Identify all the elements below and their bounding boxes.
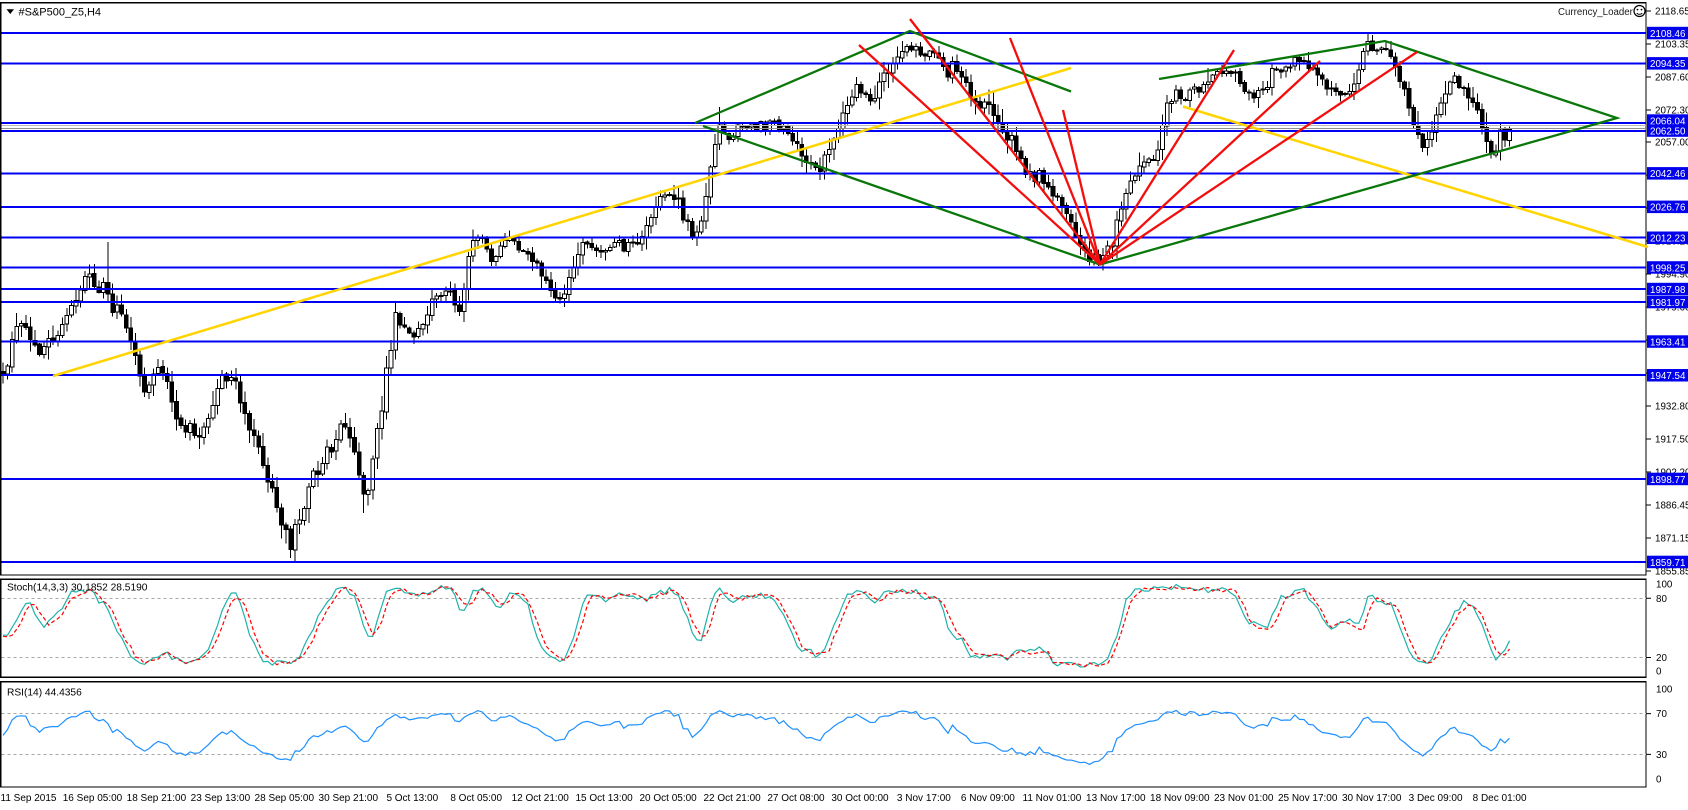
svg-text:20: 20 (1656, 653, 1667, 664)
svg-text:1981.97: 1981.97 (1650, 298, 1685, 309)
svg-text:1871.15: 1871.15 (1655, 534, 1688, 545)
svg-text:80: 80 (1656, 594, 1667, 605)
svg-text:5 Oct 13:00: 5 Oct 13:00 (386, 793, 438, 804)
svg-text:12 Oct 21:00: 12 Oct 21:00 (512, 793, 570, 804)
svg-text:0: 0 (1656, 667, 1662, 678)
svg-text:1898.77: 1898.77 (1650, 475, 1685, 486)
svg-text:1932.80: 1932.80 (1655, 402, 1688, 413)
svg-text:2108.46: 2108.46 (1650, 29, 1686, 40)
svg-text:6 Nov 09:00: 6 Nov 09:00 (961, 793, 1015, 804)
svg-text:2094.35: 2094.35 (1650, 59, 1686, 70)
svg-text:30 Sep 21:00: 30 Sep 21:00 (319, 793, 379, 804)
svg-text:2062.50: 2062.50 (1650, 126, 1686, 137)
svg-text:1963.41: 1963.41 (1650, 337, 1685, 348)
svg-text:3 Dec 09:00: 3 Dec 09:00 (1409, 793, 1463, 804)
svg-text:2026.76: 2026.76 (1650, 203, 1686, 214)
svg-text:2066.04: 2066.04 (1650, 116, 1686, 127)
svg-text:13 Nov 17:00: 13 Nov 17:00 (1086, 793, 1146, 804)
svg-text:2103.35: 2103.35 (1655, 40, 1688, 51)
svg-text:2057.00: 2057.00 (1655, 138, 1688, 149)
svg-text:8 Oct 05:00: 8 Oct 05:00 (450, 793, 502, 804)
svg-text:0: 0 (1656, 775, 1662, 786)
svg-text:23 Nov 01:00: 23 Nov 01:00 (1214, 793, 1274, 804)
svg-text:70: 70 (1656, 709, 1667, 720)
svg-text:27 Oct 08:00: 27 Oct 08:00 (767, 793, 825, 804)
svg-text:1886.45: 1886.45 (1655, 501, 1688, 512)
svg-text:30: 30 (1656, 750, 1667, 761)
svg-text:Currency_Loader: Currency_Loader (1558, 7, 1634, 18)
svg-text:30 Nov 17:00: 30 Nov 17:00 (1342, 793, 1402, 804)
svg-text:30 Oct 00:00: 30 Oct 00:00 (831, 793, 889, 804)
svg-text:100: 100 (1656, 685, 1673, 696)
svg-text:15 Oct 13:00: 15 Oct 13:00 (575, 793, 633, 804)
svg-text:RSI(14) 44.4356: RSI(14) 44.4356 (7, 688, 82, 699)
svg-text:1987.98: 1987.98 (1650, 285, 1686, 296)
svg-text:1994.90: 1994.90 (1655, 270, 1688, 281)
svg-text:2118.65: 2118.65 (1655, 7, 1688, 18)
svg-text:2087.60: 2087.60 (1655, 73, 1688, 84)
svg-text:18 Sep 21:00: 18 Sep 21:00 (127, 793, 187, 804)
svg-text:22 Oct 21:00: 22 Oct 21:00 (703, 793, 761, 804)
svg-text:18 Nov 09:00: 18 Nov 09:00 (1150, 793, 1210, 804)
svg-text:20 Oct 05:00: 20 Oct 05:00 (639, 793, 697, 804)
svg-text:2012.23: 2012.23 (1650, 234, 1686, 245)
svg-text:1917.50: 1917.50 (1655, 435, 1688, 446)
svg-text:28 Sep 05:00: 28 Sep 05:00 (255, 793, 315, 804)
svg-text:3 Nov 17:00: 3 Nov 17:00 (897, 793, 951, 804)
svg-text:#S&P500_Z5,H4: #S&P500_Z5,H4 (19, 7, 102, 19)
svg-text:1947.54: 1947.54 (1650, 371, 1686, 382)
svg-text:1855.85: 1855.85 (1655, 567, 1688, 578)
svg-text:2072.30: 2072.30 (1655, 106, 1688, 117)
svg-text:1859.71: 1859.71 (1650, 558, 1685, 569)
svg-text:100: 100 (1656, 580, 1673, 591)
svg-text:25 Nov 17:00: 25 Nov 17:00 (1278, 793, 1338, 804)
svg-text:23 Sep 13:00: 23 Sep 13:00 (191, 793, 251, 804)
svg-text:11 Nov 01:00: 11 Nov 01:00 (1023, 793, 1082, 804)
svg-text:Stoch(14,3,3) 30.1852 28.5190: Stoch(14,3,3) 30.1852 28.5190 (7, 583, 148, 594)
svg-text:16 Sep 05:00: 16 Sep 05:00 (63, 793, 123, 804)
svg-text:8 Dec 01:00: 8 Dec 01:00 (1473, 793, 1527, 804)
svg-text:11 Sep 2015: 11 Sep 2015 (1, 793, 57, 804)
svg-text:2042.46: 2042.46 (1650, 169, 1686, 180)
svg-text:1998.25: 1998.25 (1650, 263, 1686, 274)
